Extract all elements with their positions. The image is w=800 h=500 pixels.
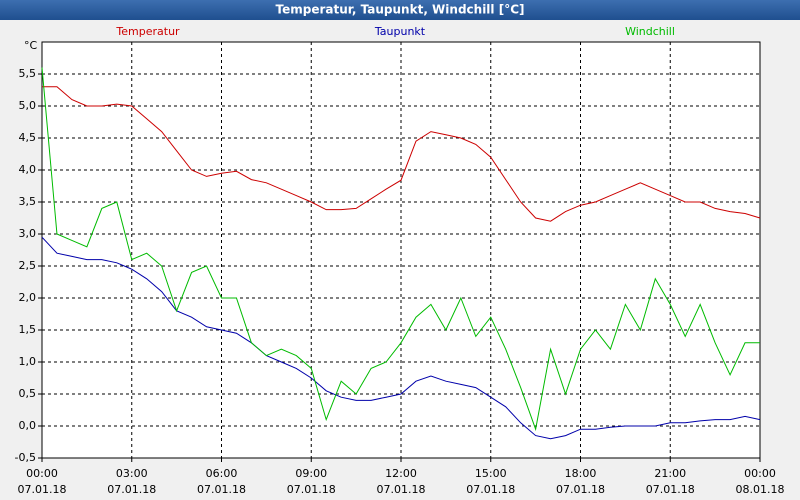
series-line (41, 67, 760, 432)
y-tick-label: 0,5 (19, 387, 37, 400)
y-tick-label: 5,0 (19, 99, 37, 112)
x-tick-label: 09:00 (295, 467, 327, 480)
y-tick-label: 3,0 (19, 227, 37, 240)
y-tick-label: 2,5 (19, 259, 37, 272)
y-tick-label: 4,5 (19, 131, 37, 144)
x-tick-date: 08.01.18 (736, 483, 785, 496)
x-tick-date: 07.01.18 (466, 483, 515, 496)
series-line (42, 86, 761, 222)
x-tick-label: 12:00 (385, 467, 417, 480)
y-tick-label: 2,0 (19, 291, 37, 304)
x-tick-label: 18:00 (565, 467, 597, 480)
y-tick-label: 5,5 (19, 67, 37, 80)
x-tick-label: 00:00 (744, 467, 776, 480)
legend-label: Windchill (625, 25, 675, 38)
x-tick-label: 21:00 (654, 467, 686, 480)
x-tick-date: 07.01.18 (377, 483, 426, 496)
series-line (41, 236, 761, 440)
legend-label: Taupunkt (374, 25, 426, 38)
x-tick-label: 00:00 (26, 467, 58, 480)
plot-area (41, 41, 761, 459)
y-tick-label: 1,0 (19, 355, 37, 368)
x-tick-label: 03:00 (116, 467, 148, 480)
y-tick-label: 3,5 (19, 195, 37, 208)
x-tick-label: 06:00 (206, 467, 238, 480)
y-tick-label: 1,5 (19, 323, 37, 336)
y-tick-label: 0,0 (19, 419, 37, 432)
legend-label: Temperatur (115, 25, 180, 38)
y-tick-label: -0,5 (15, 451, 36, 464)
x-tick-label: 15:00 (475, 467, 507, 480)
title-bar (0, 0, 800, 20)
x-tick-date: 07.01.18 (107, 483, 156, 496)
chart-title: Temperatur, Taupunkt, Windchill [°C] (276, 3, 525, 17)
x-tick-date: 07.01.18 (18, 483, 67, 496)
x-tick-date: 07.01.18 (197, 483, 246, 496)
x-tick-date: 07.01.18 (556, 483, 605, 496)
x-tick-date: 07.01.18 (646, 483, 695, 496)
y-unit: °C (24, 39, 38, 52)
x-tick-date: 07.01.18 (287, 483, 336, 496)
y-tick-label: 4,0 (19, 163, 37, 176)
